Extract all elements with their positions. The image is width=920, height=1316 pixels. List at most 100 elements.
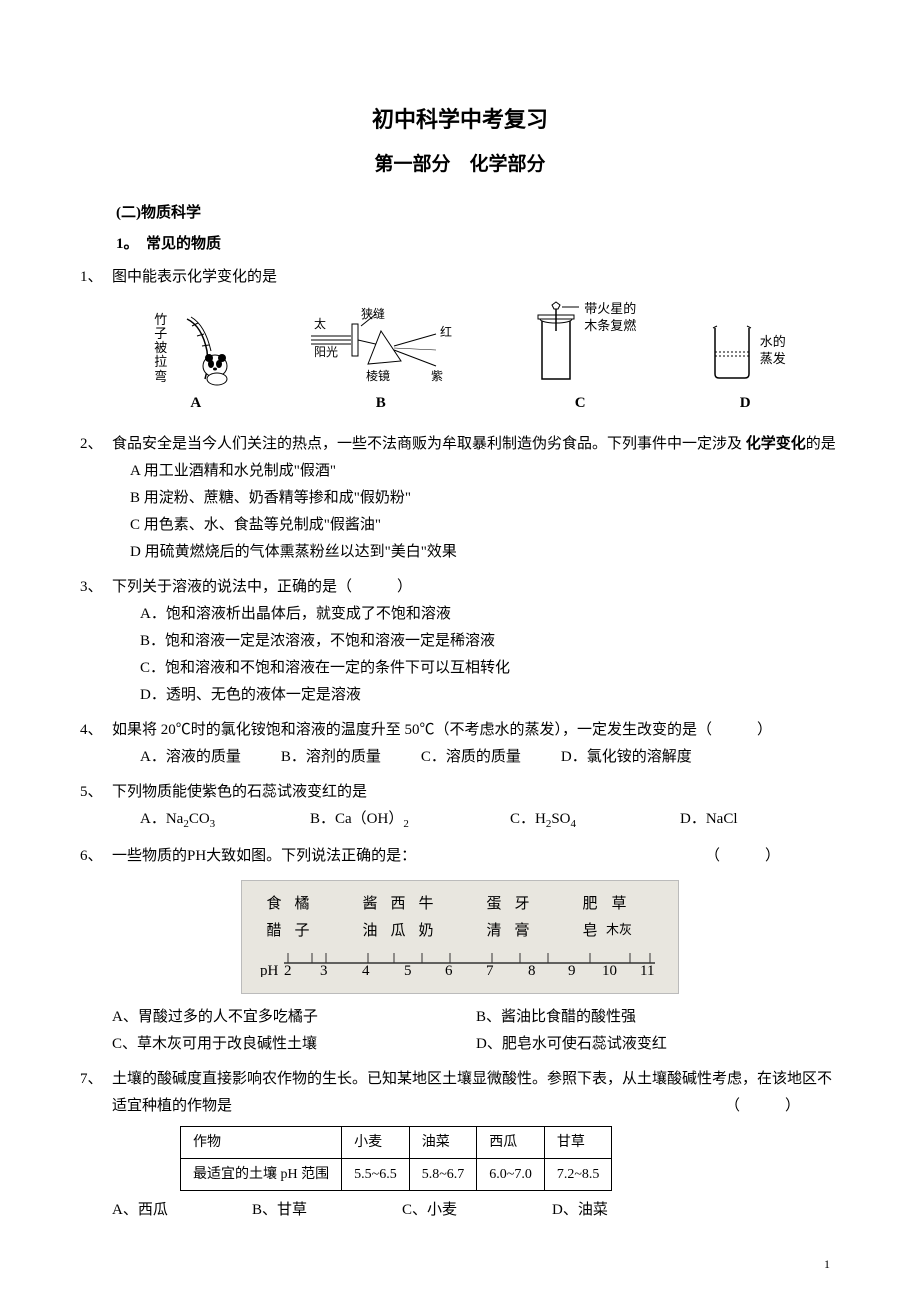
question-5: 5、 下列物质能使紫色的石蕊试液变红的是 A．Na2CO3 B．Ca（OH）2 … (80, 779, 840, 835)
ph-item-2t (316, 891, 356, 918)
ph-item-11b: 木灰 (604, 918, 634, 945)
q6-number: 6、 (80, 843, 112, 870)
q7-opt-d: D、油菜 (552, 1197, 608, 1224)
figD-cap2: 蒸发 (760, 351, 786, 368)
prism-icon: 太 阳光 狭缝 棱镜 红 紫 (306, 306, 456, 386)
svg-text:4: 4 (362, 963, 370, 977)
question-4: 4、 如果将 20℃时的氯化铵饱和溶液的温度升至 50℃（不考虑水的蒸发），一定… (80, 717, 840, 771)
figD-label: D (705, 390, 786, 417)
td-licorice: 7.2~8.5 (544, 1158, 612, 1190)
q5b-sub: 2 (403, 818, 409, 830)
figC-label: C (524, 390, 636, 417)
q2-bold: 化学变化 (746, 436, 806, 452)
q4-opt-d: D．氯化铵的溶解度 (561, 744, 692, 771)
q6-opt-c: C、草木灰可用于改良碱性土壤 (112, 1031, 476, 1058)
question-1: 1、 图中能表示化学变化的是 竹 子 被 拉 弯 (80, 264, 840, 417)
q4-stem: 如果将 20℃时的氯化铵饱和溶液的温度升至 50℃（不考虑水的蒸发），一定发生改… (112, 717, 840, 744)
ph-scale-figure: 食 橘 酱 西 牛 蛋 牙 肥 草 醋 子 油 瓜 奶 清 (80, 880, 840, 994)
q2-opt-b: B 用淀粉、蔗糖、奶香精等掺和成"假奶粉" (130, 485, 840, 512)
ph-item-8b: 膏 (508, 918, 536, 945)
figure-b: 太 阳光 狭缝 棱镜 红 紫 B (306, 306, 456, 417)
q5a-pre: A．Na (140, 811, 183, 827)
question-3: 3、 下列关于溶液的说法中，正确的是（ ） A．饱和溶液析出晶体后，就变成了不饱… (80, 574, 840, 709)
q5a-mid: CO (189, 811, 210, 827)
q7-opt-b: B、甘草 (252, 1197, 402, 1224)
bamboo-panda-icon (167, 311, 237, 386)
ph-item-4b: 瓜 (384, 918, 412, 945)
q7-paren: （ ） (725, 1093, 800, 1120)
q4-opt-c: C．溶质的质量 (421, 744, 521, 771)
ph-item-7b: 清 (480, 918, 508, 945)
q7-opt-a: A、西瓜 (112, 1197, 252, 1224)
svg-text:7: 7 (486, 963, 494, 977)
q4-opt-b: B．溶剂的质量 (281, 744, 381, 771)
q2-stem-part2: 的是 (806, 436, 836, 452)
svg-text:5: 5 (404, 963, 412, 977)
svg-text:8: 8 (528, 963, 536, 977)
q2-number: 2、 (80, 431, 112, 458)
svg-text:10: 10 (602, 963, 617, 977)
svg-text:11: 11 (640, 963, 654, 977)
figD-cap1: 水的 (760, 334, 786, 351)
td-wheat: 5.5~6.5 (342, 1158, 410, 1190)
q3-opt-a: A．饱和溶液析出晶体后，就变成了不饱和溶液 (140, 601, 840, 628)
figA-cap5: 弯 (154, 370, 167, 384)
ph-item-11t: 草 (604, 891, 634, 918)
ph-item-10t: 肥 (576, 891, 604, 918)
svg-text:太: 太 (314, 316, 326, 331)
q1-number: 1、 (80, 264, 112, 291)
question-7: 7、 土壤的酸碱度直接影响农作物的生长。已知某地区土壤显微酸性。参照下表，从土壤… (80, 1066, 840, 1224)
figB-label: B (306, 390, 456, 417)
q2-opt-d: D 用硫黄燃烧后的气体熏蒸粉丝以达到"美白"效果 (130, 539, 840, 566)
svg-text:6: 6 (445, 963, 453, 977)
gas-jar-icon (524, 301, 584, 386)
th-rape: 油菜 (409, 1126, 477, 1158)
figA-cap3: 被 (154, 341, 167, 355)
beaker-icon (705, 316, 760, 386)
soil-table: 作物 小麦 油菜 西瓜 甘草 最适宜的土壤 pH 范围 5.5~6.5 5.8~… (180, 1126, 612, 1191)
q6-opt-a: A、胃酸过多的人不宜多吃橘子 (112, 1004, 476, 1031)
q5a-sub2: 3 (210, 818, 216, 830)
page-number: 1 (80, 1254, 840, 1276)
main-title: 初中科学中考复习 (80, 100, 840, 140)
figure-d: 水的 蒸发 D (705, 316, 786, 417)
q5-stem: 下列物质能使紫色的石蕊试液变红的是 (112, 779, 840, 806)
ph-item-8t: 牙 (508, 891, 536, 918)
th-melon: 西瓜 (477, 1126, 545, 1158)
svg-text:pH: pH (260, 963, 279, 977)
td-rape: 5.8~6.7 (409, 1158, 477, 1190)
q2-opt-c: C 用色素、水、食盐等兑制成"假酱油" (130, 512, 840, 539)
svg-text:紫: 紫 (431, 369, 443, 383)
ph-item-5b: 奶 (412, 918, 440, 945)
q6-opt-b: B、酱油比食醋的酸性强 (476, 1004, 840, 1031)
ph-axis-icon: pH 2 3 4 5 6 7 8 9 10 11 (260, 945, 660, 977)
figure-a: 竹 子 被 拉 弯 (154, 311, 237, 417)
q5-opt-b: B．Ca（OH）2 (310, 806, 510, 835)
svg-text:阳光: 阳光 (314, 345, 338, 359)
ph-item-0b: 醋 (260, 918, 288, 945)
q4-opt-a: A．溶液的质量 (140, 744, 241, 771)
ph-item-7t: 蛋 (480, 891, 508, 918)
q5-opt-d: D．NaCl (680, 806, 738, 835)
figA-label: A (154, 390, 237, 417)
q3-opt-b: B．饱和溶液一定是浓溶液，不饱和溶液一定是稀溶液 (140, 628, 840, 655)
figC-cap2: 木条复燃 (584, 318, 636, 335)
question-2: 2、 食品安全是当今人们关注的热点，一些不法商贩为牟取暴利制造伪劣食品。下列事件… (80, 431, 840, 566)
th-wheat: 小麦 (342, 1126, 410, 1158)
td-melon: 6.0~7.0 (477, 1158, 545, 1190)
q3-number: 3、 (80, 574, 112, 601)
q7-opt-c: C、小麦 (402, 1197, 552, 1224)
q5c-mid: SO (551, 811, 570, 827)
td-label: 最适宜的土壤 pH 范围 (181, 1158, 342, 1190)
q7-number: 7、 (80, 1066, 112, 1093)
ph-item-3b: 油 (356, 918, 384, 945)
figA-cap4: 拉 (154, 355, 167, 369)
svg-text:2: 2 (284, 963, 292, 977)
q1-figures: 竹 子 被 拉 弯 (120, 301, 820, 417)
ph-item-10b: 皂 (576, 918, 604, 945)
q1-stem: 图中能表示化学变化的是 (112, 264, 840, 291)
ph-item-6t (440, 891, 480, 918)
th-licorice: 甘草 (544, 1126, 612, 1158)
th-crop: 作物 (181, 1126, 342, 1158)
figA-cap1: 竹 (154, 313, 167, 327)
